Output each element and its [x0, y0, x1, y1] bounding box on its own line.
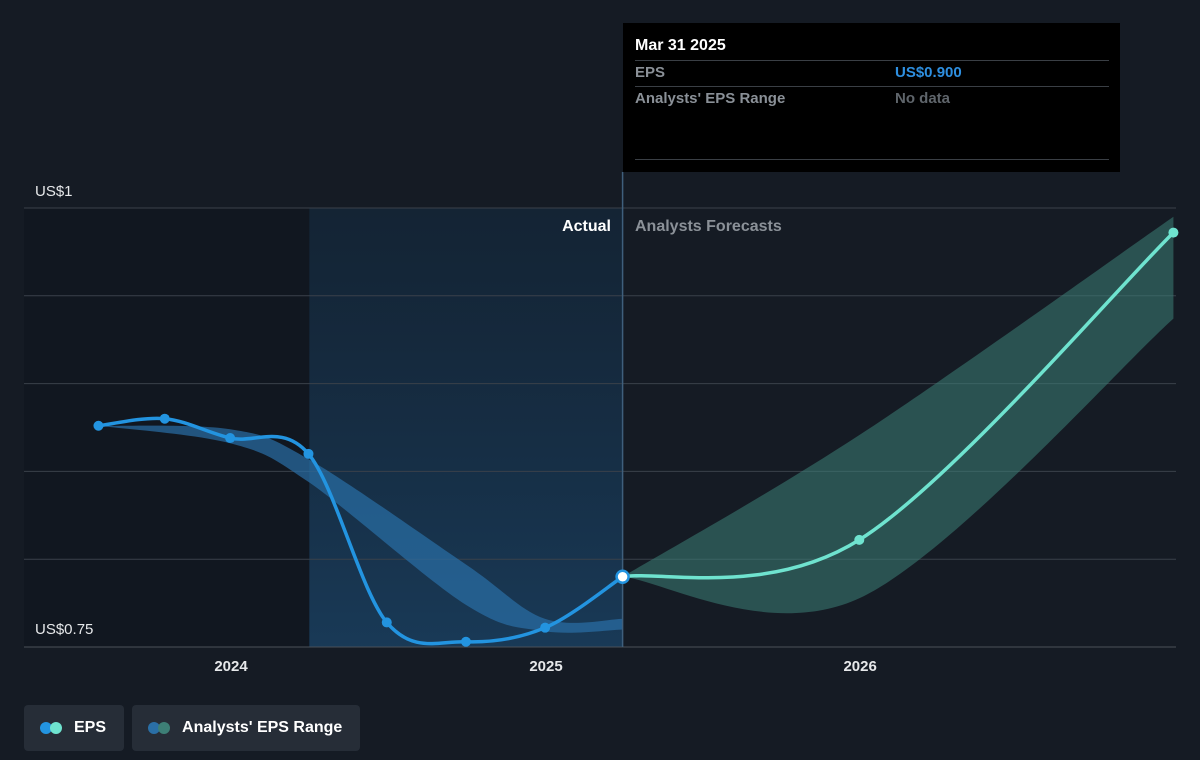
- tooltip-eps-value: US$0.900: [895, 64, 962, 81]
- range-legend-icon: [148, 722, 172, 734]
- legend-item-eps[interactable]: EPS: [24, 705, 125, 751]
- tooltip-range-label: Analysts' EPS Range: [635, 90, 786, 107]
- range-bands: [98, 216, 1174, 633]
- eps-points: [93, 227, 1179, 647]
- y-tick-label-bottom: US$0.75: [35, 621, 93, 638]
- legend-item-eps-range[interactable]: Analysts' EPS Range: [132, 705, 361, 751]
- legend-range-label: Analysts' EPS Range: [182, 719, 343, 736]
- eps-point-actual[interactable]: [381, 617, 392, 628]
- tooltip-row-range: Analysts' EPS Range No data: [635, 86, 1109, 112]
- eps-point-actual[interactable]: [460, 636, 471, 647]
- eps-chart: US$1 US$0.75 2024 2025 2026 Actual Analy…: [24, 172, 1179, 675]
- tooltip-eps-label: EPS: [635, 64, 666, 81]
- y-tick-label-top: US$1: [35, 183, 73, 200]
- eps-legend-icon: [40, 722, 64, 734]
- eps-line-forecast: [620, 230, 1176, 580]
- tooltip-range-value: No data: [895, 90, 951, 107]
- x-tick-label-2024: 2024: [214, 658, 248, 675]
- legend-eps-label: EPS: [74, 719, 107, 736]
- x-tick-label-2025: 2025: [529, 658, 562, 675]
- eps-point-actual[interactable]: [303, 448, 314, 459]
- tooltip: Mar 31 2025 EPS US$0.900 Analysts' EPS R…: [623, 23, 1120, 172]
- tooltip-divider: [635, 159, 1109, 160]
- eps-point-forecast[interactable]: [1168, 227, 1179, 238]
- eps-point-actual[interactable]: [93, 420, 104, 431]
- x-tick-label-2026: 2026: [843, 658, 876, 675]
- section-label-forecast: Analysts Forecasts: [635, 218, 782, 235]
- eps-point-selected[interactable]: [615, 569, 630, 585]
- eps-point-actual[interactable]: [225, 433, 236, 444]
- eps-lines: [96, 230, 1176, 646]
- eps-point-actual[interactable]: [540, 622, 551, 633]
- eps-point-actual[interactable]: [159, 413, 170, 424]
- tooltip-date: Mar 31 2025: [635, 37, 726, 54]
- range-band-forecast: [622, 216, 1174, 614]
- eps-point-forecast[interactable]: [854, 534, 865, 545]
- tooltip-row-eps: EPS US$0.900: [635, 60, 1109, 86]
- section-label-actual: Actual: [562, 218, 611, 235]
- eps-line-actual: [96, 416, 625, 646]
- legend: EPS Analysts' EPS Range: [24, 705, 361, 751]
